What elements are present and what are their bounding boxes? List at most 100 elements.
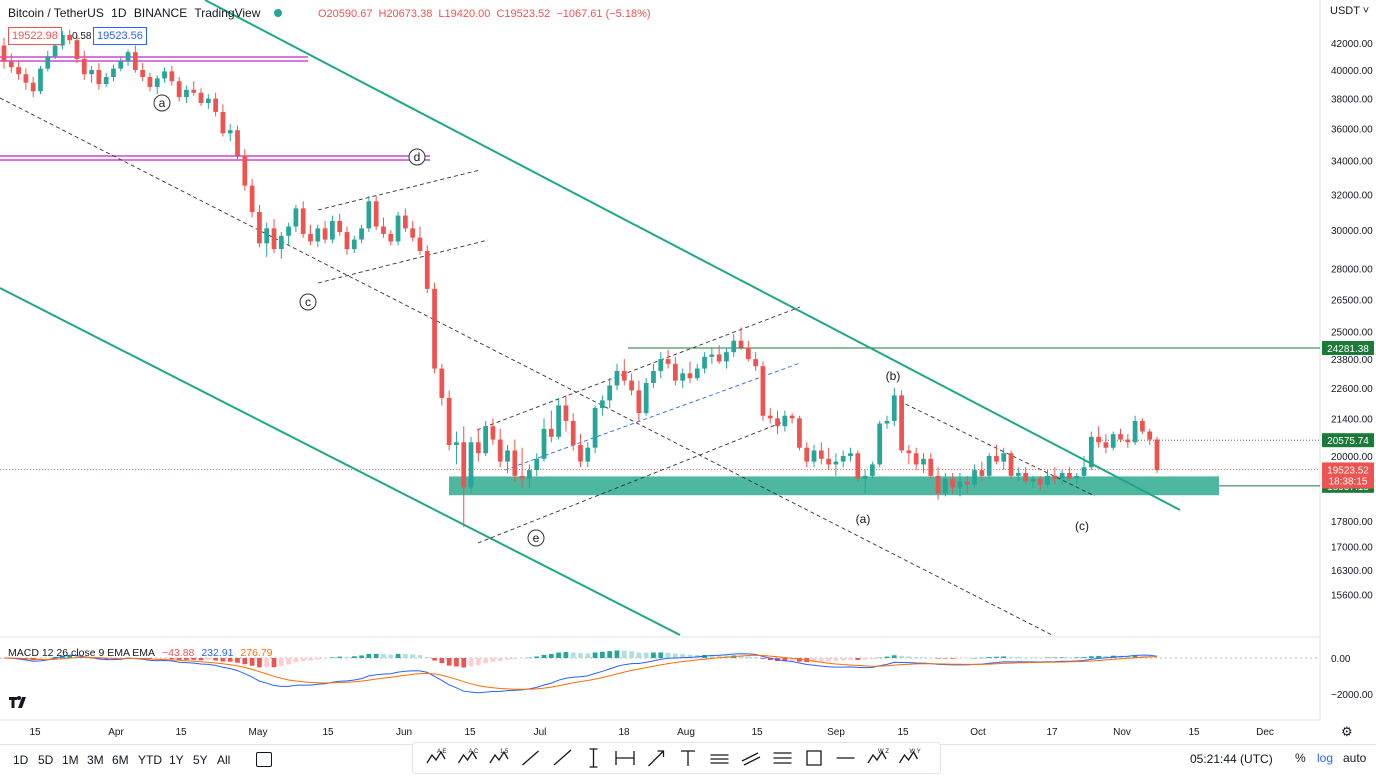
ray-icon-glyph [553, 749, 572, 766]
timeframe-all[interactable]: All [217, 753, 231, 767]
timeframe-6m[interactable]: 6M [112, 753, 129, 767]
price-chart[interactable]: 42000.00 40000.00 38000.00 36000.00 34000.00… [0, 0, 1376, 744]
utc-clock[interactable]: 05:21:44 (UTC) [1190, 752, 1273, 766]
elliott-wave-abc-icon[interactable]: A C [457, 749, 479, 764]
macd-histogram-bar [1023, 657, 1029, 658]
date-range-icon[interactable] [615, 751, 635, 765]
timeframe-5d[interactable]: 5D [38, 753, 54, 767]
x-tick-label: 15 [175, 727, 187, 738]
elliott-wave-abcde-icon[interactable]: A E [426, 749, 446, 764]
macd-histogram-bar [1132, 655, 1138, 658]
candle-body [162, 71, 167, 79]
y-tick-label: 28000.00 [1331, 265, 1373, 276]
macd-histogram-bar [607, 651, 613, 658]
candle-body [556, 405, 561, 437]
elliott-wxy-icon[interactable]: W Z [867, 749, 889, 764]
interval-label[interactable]: 1D [111, 6, 127, 20]
x-tick-label: Nov [1113, 727, 1131, 738]
elliott-wave-15-icon[interactable]: 1 5 [489, 749, 509, 764]
candle-body [103, 77, 109, 85]
log-scale-button[interactable]: log [1317, 751, 1334, 765]
candle-body [760, 366, 766, 416]
spread-label: 0.58 [72, 31, 92, 42]
macd-tick-label: 0.00 [1331, 654, 1351, 665]
candle-body [1023, 472, 1029, 482]
candle-body [1015, 472, 1021, 476]
trend-line-icon[interactable] [522, 750, 539, 766]
timeframe-1d[interactable]: 1D [13, 753, 29, 767]
candle-body [753, 359, 759, 367]
timeframe-1m[interactable]: 1M [62, 753, 79, 767]
macd-histogram-bar [870, 658, 875, 660]
y-tick-label: 34000.00 [1331, 157, 1373, 168]
candle-body [840, 456, 846, 462]
candle-body [899, 395, 904, 451]
candle-body [424, 251, 430, 289]
pitchfork-icon[interactable] [773, 752, 792, 764]
macd-label[interactable]: MACD 12 26 close 9 EMA EMA [8, 647, 156, 659]
candle-body [906, 450, 912, 454]
elliott-wxyxz-icon[interactable]: W Y [898, 749, 921, 764]
candle-body [621, 370, 627, 381]
candle-body [52, 45, 58, 57]
macd-histogram-bar [381, 654, 386, 658]
candle-body [89, 70, 94, 75]
x-tick-label: 15 [322, 727, 334, 738]
candle-body [344, 232, 350, 250]
macd-histogram-bar [490, 658, 496, 662]
macd-histogram-bar [658, 652, 664, 658]
timeframe-1y[interactable]: 1Y [169, 753, 184, 767]
macd-histogram-bar [921, 657, 926, 658]
y-tick-label: 16300.00 [1331, 566, 1373, 577]
ohlc-change: −1067.61 (−5.18%) [556, 8, 651, 20]
support-zone [449, 476, 1219, 496]
macd-histogram-bar [1074, 657, 1080, 658]
macd-histogram-bar [1103, 655, 1109, 658]
candle-body [278, 235, 284, 250]
macd-histogram-bar [293, 658, 299, 663]
ohlc-readout: O20590.67 H20673.38 L19420.00 C19523.52 … [318, 8, 654, 20]
timeframe-3m[interactable]: 3M [87, 753, 104, 767]
macd-histogram-bar [519, 658, 525, 659]
arrow-icon[interactable] [648, 750, 665, 767]
elliott-wave-15-icon-glyph [489, 750, 509, 764]
candle-body [1001, 453, 1007, 462]
currency-label: USDT [1330, 5, 1360, 17]
candle-body [1147, 431, 1153, 440]
candle-body [1110, 434, 1116, 448]
wave-label: e [533, 531, 540, 545]
rectangle-icon[interactable] [806, 750, 822, 766]
timeframe-ytd[interactable]: YTD [138, 753, 162, 767]
macd-histogram-bar [753, 657, 759, 658]
macd-histogram-bar [636, 652, 642, 658]
candle-body [972, 470, 977, 485]
symbol-name[interactable]: Bitcoin / TetherUS [8, 6, 104, 20]
macd-histogram-bar [1081, 657, 1087, 658]
macd-histogram-bar [1154, 657, 1160, 658]
ray-icon[interactable] [553, 749, 572, 766]
parallel-channel-icon[interactable] [741, 752, 761, 766]
candle-body [490, 426, 496, 440]
text-icon[interactable] [681, 750, 695, 766]
candle-body [534, 458, 540, 471]
sell-price-box[interactable]: 19522.98 [8, 27, 62, 45]
long-position-icon[interactable] [710, 754, 729, 764]
candle-body [811, 450, 817, 462]
macd-histogram-bar [366, 653, 372, 658]
macd-histogram-bar [213, 658, 218, 661]
gear-icon[interactable]: ⚙ [1341, 724, 1353, 739]
candle-body [205, 98, 211, 103]
macd-histogram-bar [1037, 657, 1043, 659]
candle-body [1074, 475, 1080, 479]
currency-selector[interactable]: USDT ˅ [1330, 5, 1369, 17]
buy-price-box[interactable]: 19523.56 [93, 27, 147, 45]
auto-scale-button[interactable]: auto [1343, 751, 1367, 765]
tool-caption: 1 5 [500, 749, 509, 755]
goto-date-icon[interactable] [256, 752, 272, 767]
macd-histogram-bar [410, 654, 416, 658]
percent-scale-button[interactable]: % [1295, 751, 1306, 765]
vertical-line-icon[interactable] [589, 748, 598, 768]
timeframe-5y[interactable]: 5Y [193, 753, 208, 767]
candle-body [468, 442, 474, 488]
dashed-trend-line [0, 97, 1053, 636]
